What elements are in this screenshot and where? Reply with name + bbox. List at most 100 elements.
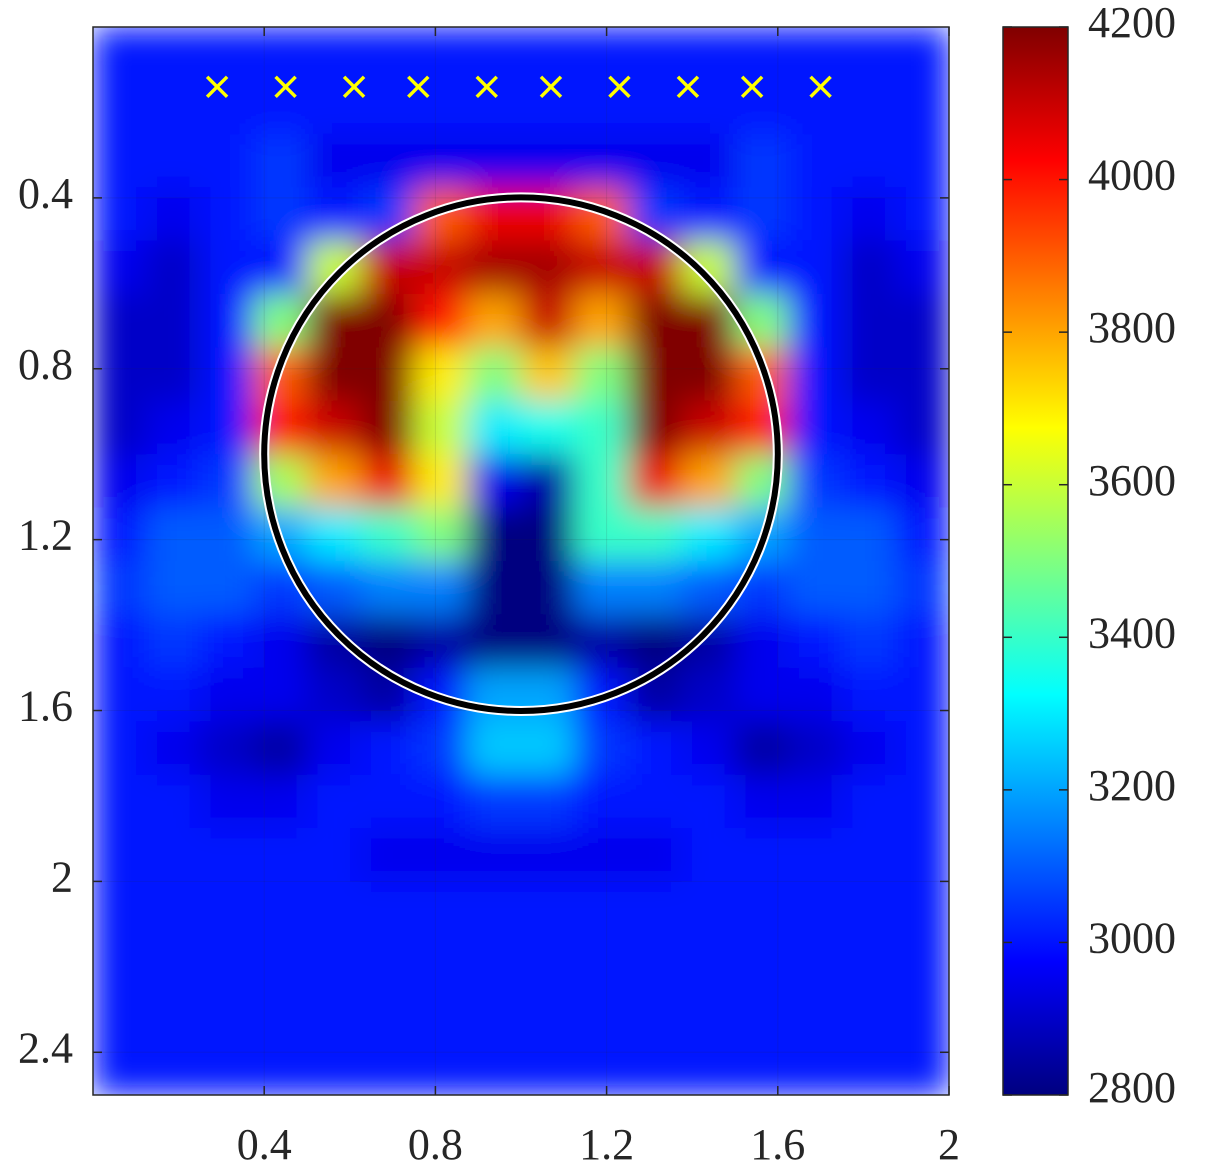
- axes-box: [92, 26, 950, 1096]
- heatmap-cell: [628, 133, 683, 188]
- heatmap-cell: [93, 614, 148, 669]
- heatmap-cell: [895, 133, 949, 188]
- heatmap-cell: [895, 400, 949, 455]
- heatmap-cell: [842, 1041, 897, 1095]
- heatmap-cell: [521, 828, 576, 882]
- heatmap-cell: [681, 934, 736, 989]
- heatmap-cell: [93, 400, 148, 455]
- colorbar-tick-label: 3200: [1088, 761, 1176, 810]
- heatmap-cell: [200, 881, 255, 936]
- heatmap-cell: [200, 934, 255, 989]
- heatmap-cell: [895, 561, 949, 615]
- heatmap-cell: [253, 614, 308, 669]
- heatmap-cell: [788, 240, 843, 295]
- heatmap-cell: [200, 27, 255, 81]
- heatmap-cell: [681, 1041, 736, 1095]
- circle: [261, 194, 781, 714]
- heatmap-cell: [521, 934, 576, 989]
- heatmap-cell: [788, 80, 843, 135]
- heatmap-cell: [200, 561, 255, 615]
- heatmap-cell: [467, 294, 522, 348]
- heatmap-cell: [93, 561, 148, 615]
- y-tick-label: 2: [51, 852, 73, 901]
- heatmap-cell: [735, 881, 790, 936]
- heatmap-cell: [788, 614, 843, 669]
- heatmap-cell: [574, 828, 629, 882]
- marker-stroke: [740, 75, 764, 99]
- heatmap-cell: [574, 133, 629, 188]
- heatmap-cell: [93, 187, 148, 242]
- heatmap-cell: [788, 988, 843, 1043]
- heatmap-cell: [414, 507, 469, 562]
- heatmap-cell: [788, 347, 843, 402]
- heatmap-cell: [200, 187, 255, 242]
- heatmap-cell: [574, 561, 629, 615]
- heatmap-cell: [788, 774, 843, 829]
- heatmap-cell: [735, 614, 790, 669]
- heatmap-cell: [360, 27, 415, 81]
- heatmap-cell: [360, 774, 415, 829]
- heatmap-cell: [146, 27, 201, 81]
- heatmap-cell: [467, 1041, 522, 1095]
- heatmap-cell: [842, 988, 897, 1043]
- heatmap-cell: [681, 400, 736, 455]
- heatmap-cell: [521, 561, 576, 615]
- heatmap-cell: [628, 561, 683, 615]
- heatmap-cell: [842, 881, 897, 936]
- heatmap-cell: [146, 721, 201, 776]
- heatmap-cell: [735, 934, 790, 989]
- heatmap-cell: [574, 934, 629, 989]
- heatmap-cell: [574, 721, 629, 776]
- heatmap-cell: [253, 667, 308, 722]
- heatmap-cell: [895, 934, 949, 989]
- heatmap-cell: [681, 881, 736, 936]
- heatmap-cell: [414, 454, 469, 509]
- x-tick-label: 1.2: [579, 1120, 634, 1168]
- y-tick-label: 1.6: [18, 682, 73, 731]
- heatmap-cell: [628, 1041, 683, 1095]
- heatmap-cell: [574, 507, 629, 562]
- heatmap-cell: [574, 1041, 629, 1095]
- heatmap-cell: [200, 614, 255, 669]
- heatmap-cell: [842, 294, 897, 348]
- heatmap-cell: [360, 80, 415, 135]
- heatmap-cell: [200, 828, 255, 882]
- heatmap-cell: [93, 240, 148, 295]
- heatmap-cell: [307, 721, 362, 776]
- heatmap-cell: [681, 774, 736, 829]
- heatmap-cell: [628, 721, 683, 776]
- heatmap-cell: [146, 80, 201, 135]
- marker: [342, 75, 366, 99]
- heatmap-cell: [146, 454, 201, 509]
- heatmap-cell: [360, 400, 415, 455]
- heatmap-cell: [200, 347, 255, 402]
- colorbar-tick-label: 4000: [1088, 151, 1176, 200]
- heatmap-cell: [360, 1041, 415, 1095]
- heatmap-cell: [788, 667, 843, 722]
- heatmap-cell: [467, 454, 522, 509]
- marker-stroke: [608, 75, 631, 99]
- heatmap-cell: [788, 133, 843, 188]
- heatmap-cell: [200, 988, 255, 1043]
- heatmap-cell: [200, 1041, 255, 1095]
- heatmap-cell: [200, 240, 255, 295]
- heatmap-cell: [253, 187, 308, 242]
- heatmap-cell: [360, 294, 415, 348]
- heatmap-cell: [414, 400, 469, 455]
- heatmap-cell: [93, 1041, 148, 1095]
- heatmap-cell: [200, 454, 255, 509]
- heatmap-cell: [146, 1041, 201, 1095]
- heatmap-cell: [307, 774, 362, 829]
- heatmap-cell: [895, 294, 949, 348]
- heatmap-cell: [146, 133, 201, 188]
- heatmap-cell: [93, 507, 148, 562]
- heatmap-cell: [307, 614, 362, 669]
- heatmap-cell: [467, 721, 522, 776]
- heatmap-cell: [628, 988, 683, 1043]
- marker: [205, 75, 229, 99]
- heatmap-cell: [93, 347, 148, 402]
- heatmap-cell: [842, 27, 897, 81]
- heatmap-cell: [842, 133, 897, 188]
- heatmap-cell: [895, 27, 949, 81]
